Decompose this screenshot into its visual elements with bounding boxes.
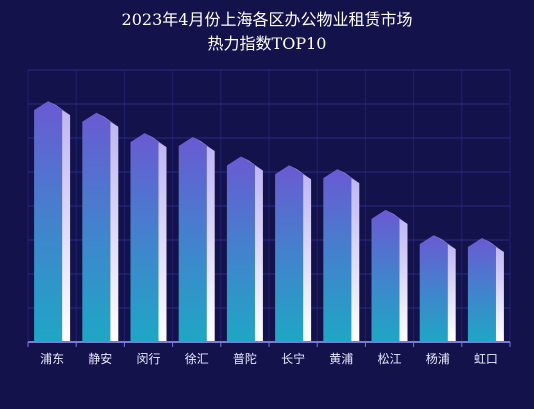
bar-cap: [48, 101, 71, 116]
bar-side-face: [399, 218, 408, 342]
bar-cap: [433, 235, 456, 250]
x-tick-label: 闵行: [136, 351, 160, 366]
chart-title-line-1: 2023年4月份上海各区办公物业租赁市场: [121, 10, 413, 29]
x-tick-label: 虹口: [474, 352, 498, 366]
bar-front-face: [275, 165, 304, 342]
chart-title-line-2: 热力指数TOP10: [207, 34, 327, 53]
bar-side-face: [447, 244, 456, 342]
bar-cap: [240, 156, 263, 171]
bar-松江: [371, 209, 408, 342]
bar-长宁: [275, 165, 312, 342]
bar-黄浦: [323, 169, 360, 342]
x-tick-label: 徐汇: [185, 351, 209, 366]
x-tick-label: 松江: [377, 352, 401, 366]
bar-cap: [385, 209, 408, 224]
bar-side-face: [495, 247, 504, 342]
bar-front-face: [34, 101, 63, 342]
bar-虹口: [467, 238, 504, 342]
bar-side-face: [206, 146, 215, 342]
bar-cap: [289, 165, 312, 180]
bar-cap: [481, 238, 504, 253]
bar-side-face: [62, 110, 71, 342]
bar-杨浦: [419, 235, 456, 342]
bar-cap: [144, 133, 167, 148]
bar-front-face: [130, 133, 159, 342]
bar-front-face: [419, 235, 448, 342]
bar-front-face: [178, 137, 207, 342]
axis-layer: [27, 341, 511, 347]
x-tick-label: 黄浦: [329, 352, 353, 366]
x-tick-label: 静安: [88, 351, 112, 366]
x-tick-label: 普陀: [233, 351, 257, 366]
bar-cap: [192, 137, 215, 152]
x-tick-label: 杨浦: [426, 351, 450, 366]
bar-浦东: [34, 101, 71, 342]
bars-layer: [34, 101, 504, 342]
labels-layer: 浦东 静安 闵行 徐汇 普陀 长宁 黄浦 松江 杨浦 虹口: [40, 351, 498, 366]
bar-side-face: [158, 142, 167, 342]
x-tick-label: 浦东: [40, 352, 64, 366]
bar-side-face: [303, 174, 312, 342]
bar-front-face: [226, 156, 255, 342]
bar-side-face: [351, 178, 360, 342]
bar-front-face: [82, 112, 111, 342]
x-tick-label: 长宁: [281, 351, 305, 366]
bar-cap: [337, 169, 360, 184]
bar-side-face: [110, 121, 119, 342]
bar-普陀: [226, 156, 263, 342]
bar-静安: [82, 112, 119, 342]
bar-front-face: [371, 209, 400, 342]
bar-front-face: [467, 238, 496, 342]
bar-闵行: [130, 133, 167, 342]
bar-cap: [96, 112, 119, 127]
bar-front-face: [323, 169, 352, 342]
bar-徐汇: [178, 137, 215, 342]
bar-side-face: [254, 165, 263, 342]
